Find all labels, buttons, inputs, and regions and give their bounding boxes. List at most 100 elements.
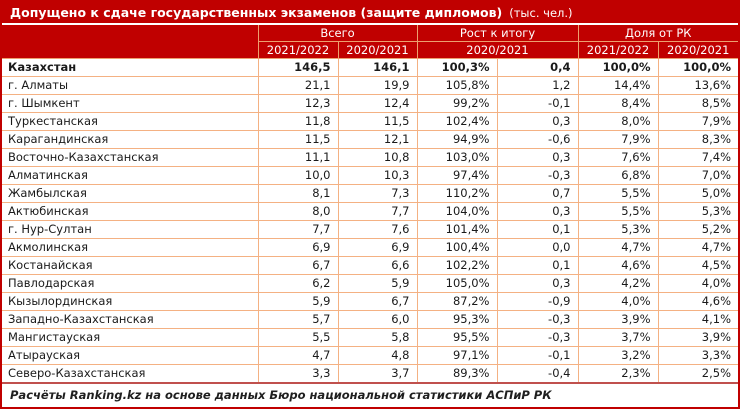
subheader-growth-2020-2021: 2020/2021 xyxy=(416,41,579,59)
growth-abs-cell: 0,1 xyxy=(496,220,579,239)
growth-abs-cell: 0,3 xyxy=(496,148,579,167)
group-header-growth: Рост к итогу xyxy=(416,25,579,42)
share-2020-2021-cell: 8,5% xyxy=(657,94,738,113)
growth-abs-cell: -0,3 xyxy=(496,166,579,185)
growth-pct-cell: 104,0% xyxy=(416,202,498,221)
total-2020-2021-cell: 4,8 xyxy=(337,346,418,365)
region-cell: Жамбылская xyxy=(2,184,259,203)
total-2020-2021-cell: 10,8 xyxy=(337,148,418,167)
total-2020-2021-cell: 7,7 xyxy=(337,202,418,221)
table-row: Западно-Казахстанская 5,7 6,0 95,3% -0,3… xyxy=(2,310,738,329)
total-2020-2021-cell: 5,8 xyxy=(337,328,418,347)
growth-pct-cell: 87,2% xyxy=(416,292,498,311)
growth-abs-cell: -0,9 xyxy=(496,292,579,311)
subheader-share-2020-2021: 2020/2021 xyxy=(657,41,738,59)
table-row: г. Нур-Султан 7,7 7,6 101,4% 0,1 5,3% 5,… xyxy=(2,220,738,239)
share-2021-2022-cell: 3,7% xyxy=(577,328,659,347)
subheader-total-2021-2022: 2021/2022 xyxy=(258,41,339,59)
share-2020-2021-cell: 4,1% xyxy=(657,310,738,329)
share-2020-2021-cell: 5,0% xyxy=(657,184,738,203)
share-2021-2022-cell: 7,6% xyxy=(577,148,659,167)
region-cell: Костанайская xyxy=(2,256,259,275)
table-row: Алматинская 10,0 10,3 97,4% -0,3 6,8% 7,… xyxy=(2,166,738,185)
share-2021-2022-cell: 5,3% xyxy=(577,220,659,239)
group-header-total: Всего xyxy=(257,25,418,42)
total-2020-2021-cell: 5,9 xyxy=(337,274,418,293)
title-bar: Допущено к сдаче государственных экзамен… xyxy=(2,2,738,25)
share-2020-2021-cell: 2,5% xyxy=(657,364,738,384)
table-row: г. Шымкент 12,3 12,4 99,2% -0,1 8,4% 8,5… xyxy=(2,94,738,113)
title-unit-label: (тыс. чел.) xyxy=(509,5,573,20)
table-header: Всего Рост к итогу Доля от РК 2021/2022 … xyxy=(2,25,738,59)
growth-pct-cell: 89,3% xyxy=(416,364,498,384)
share-2021-2022-cell: 8,4% xyxy=(577,94,659,113)
total-2020-2021-cell: 7,3 xyxy=(337,184,418,203)
total-2021-2022-cell: 146,5 xyxy=(257,58,339,77)
table-row: Акмолинская 6,9 6,9 100,4% 0,0 4,7% 4,7% xyxy=(2,238,738,257)
share-2021-2022-cell: 3,2% xyxy=(577,346,659,365)
share-2021-2022-cell: 4,7% xyxy=(577,238,659,257)
region-cell: Карагандинская xyxy=(2,130,259,149)
growth-abs-cell: 0,3 xyxy=(496,274,579,293)
total-2021-2022-cell: 5,5 xyxy=(257,328,339,347)
total-2021-2022-cell: 6,2 xyxy=(257,274,339,293)
group-header-share: Доля от РК xyxy=(577,25,738,42)
region-column-header xyxy=(2,25,259,59)
total-2020-2021-cell: 11,5 xyxy=(337,112,418,131)
growth-abs-cell: 0,4 xyxy=(496,58,579,77)
growth-pct-cell: 101,4% xyxy=(416,220,498,239)
share-2020-2021-cell: 7,9% xyxy=(657,112,738,131)
growth-pct-cell: 102,4% xyxy=(416,112,498,131)
total-2020-2021-cell: 6,9 xyxy=(337,238,418,257)
share-2020-2021-cell: 4,7% xyxy=(657,238,738,257)
share-2020-2021-cell: 5,3% xyxy=(657,202,738,221)
share-2021-2022-cell: 100,0% xyxy=(577,58,659,77)
subheader-share-2021-2022: 2021/2022 xyxy=(577,41,659,59)
growth-pct-cell: 97,1% xyxy=(416,346,498,365)
growth-abs-cell: -0,3 xyxy=(496,328,579,347)
table-row: Мангистауская 5,5 5,8 95,5% -0,3 3,7% 3,… xyxy=(2,328,738,347)
share-2020-2021-cell: 5,2% xyxy=(657,220,738,239)
growth-abs-cell: 0,3 xyxy=(496,202,579,221)
share-2021-2022-cell: 4,0% xyxy=(577,292,659,311)
total-2021-2022-cell: 11,1 xyxy=(257,148,339,167)
growth-pct-cell: 95,5% xyxy=(416,328,498,347)
share-2021-2022-cell: 14,4% xyxy=(577,76,659,95)
total-2021-2022-cell: 8,1 xyxy=(257,184,339,203)
source-note: Расчёты Ranking.kz на основе данных Бюро… xyxy=(2,382,738,404)
growth-abs-cell: 0,1 xyxy=(496,256,579,275)
share-2020-2021-cell: 3,3% xyxy=(657,346,738,365)
total-2020-2021-cell: 19,9 xyxy=(337,76,418,95)
region-cell: Алматинская xyxy=(2,166,259,185)
total-2020-2021-cell: 146,1 xyxy=(337,58,418,77)
growth-pct-cell: 99,2% xyxy=(416,94,498,113)
table-row: Северо-Казахстанская 3,3 3,7 89,3% -0,4 … xyxy=(2,364,738,384)
total-2021-2022-cell: 12,3 xyxy=(257,94,339,113)
growth-abs-cell: 0,0 xyxy=(496,238,579,257)
region-cell: г. Алматы xyxy=(2,76,259,95)
share-2021-2022-cell: 3,9% xyxy=(577,310,659,329)
region-cell: Актюбинская xyxy=(2,202,259,221)
share-2021-2022-cell: 5,5% xyxy=(577,184,659,203)
total-2021-2022-cell: 6,7 xyxy=(257,256,339,275)
region-cell: Восточно-Казахстанская xyxy=(2,148,259,167)
region-cell: Западно-Казахстанская xyxy=(2,310,259,329)
total-2021-2022-cell: 5,9 xyxy=(257,292,339,311)
table-row: г. Алматы 21,1 19,9 105,8% 1,2 14,4% 13,… xyxy=(2,76,738,95)
data-table: Всего Рост к итогу Доля от РК 2021/2022 … xyxy=(2,25,738,404)
table-row: Жамбылская 8,1 7,3 110,2% 0,7 5,5% 5,0% xyxy=(2,184,738,203)
share-2020-2021-cell: 7,0% xyxy=(657,166,738,185)
growth-abs-cell: -0,3 xyxy=(496,310,579,329)
growth-abs-cell: -0,4 xyxy=(496,364,579,384)
table-row: Костанайская 6,7 6,6 102,2% 0,1 4,6% 4,5… xyxy=(2,256,738,275)
region-cell: Туркестанская xyxy=(2,112,259,131)
table-body: Казахстан 146,5 146,1 100,3% 0,4 100,0% … xyxy=(2,58,738,384)
share-2020-2021-cell: 100,0% xyxy=(657,58,738,77)
total-2020-2021-cell: 7,6 xyxy=(337,220,418,239)
growth-pct-cell: 103,0% xyxy=(416,148,498,167)
total-2021-2022-cell: 4,7 xyxy=(257,346,339,365)
share-2021-2022-cell: 5,5% xyxy=(577,202,659,221)
region-cell: Кызылординская xyxy=(2,292,259,311)
table-row: Павлодарская 6,2 5,9 105,0% 0,3 4,2% 4,0… xyxy=(2,274,738,293)
footer-row: Расчёты Ranking.kz на основе данных Бюро… xyxy=(2,382,738,404)
